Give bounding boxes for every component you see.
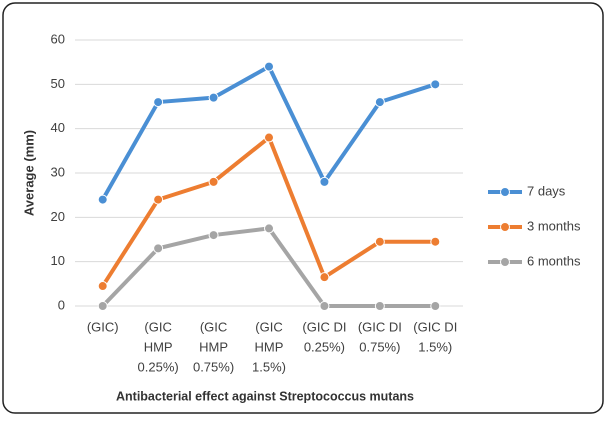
x-tick-label: 1.5%) — [418, 339, 452, 354]
x-tick-label: HMP — [255, 339, 284, 354]
x-tick-label: (GIC DI — [413, 319, 457, 334]
point — [97, 281, 108, 292]
legend-marker — [500, 257, 510, 267]
point — [264, 223, 274, 234]
point — [319, 176, 330, 187]
legend-label: 3 months — [527, 218, 581, 233]
x-tick-label: 0.75%) — [193, 359, 234, 374]
point — [153, 194, 164, 205]
point — [208, 92, 219, 103]
x-tick-label: (GIC DI — [358, 319, 402, 334]
point — [208, 230, 219, 241]
x-tick-label: (GIC — [144, 319, 171, 334]
y-tick-label: 60 — [51, 31, 65, 46]
point — [430, 236, 441, 247]
x-tick-label: 0.25%) — [304, 339, 345, 354]
y-tick-label: 0 — [58, 297, 65, 312]
x-tick-label: (GIC) — [87, 319, 119, 334]
x-tick-label: 1.5%) — [252, 359, 286, 374]
x-tick-label: (GIC — [255, 319, 282, 334]
x-tick-label: HMP — [144, 339, 173, 354]
y-axis-title: Average (mm) — [21, 130, 36, 216]
point — [430, 79, 441, 90]
point — [264, 132, 274, 143]
x-tick-label: (GIC DI — [302, 319, 346, 334]
point — [374, 301, 385, 311]
point — [208, 176, 219, 187]
point — [97, 301, 108, 311]
point — [264, 61, 274, 72]
y-tick-label: 50 — [51, 76, 65, 91]
y-tick-label: 10 — [51, 253, 65, 268]
legend-marker — [500, 222, 510, 232]
point — [97, 194, 108, 205]
point — [319, 272, 330, 283]
x-tick-label: HMP — [199, 339, 228, 354]
y-tick-label: 20 — [51, 209, 65, 224]
legend-label: 7 days — [527, 183, 566, 198]
point — [319, 301, 330, 311]
point — [374, 97, 385, 108]
legend-marker — [500, 187, 510, 197]
point — [153, 97, 164, 108]
x-axis-title: Antibacterial effect against Streptococc… — [116, 389, 414, 403]
point — [153, 243, 164, 254]
y-tick-label: 40 — [51, 120, 65, 135]
x-tick-label: 0.75%) — [359, 339, 400, 354]
x-tick-label: 0.25%) — [138, 359, 179, 374]
frame — [2, 2, 604, 414]
point — [430, 301, 441, 311]
legend-label: 6 months — [527, 253, 581, 268]
point — [374, 236, 385, 247]
y-tick-label: 30 — [51, 164, 65, 179]
x-tick-label: (GIC — [200, 319, 227, 334]
